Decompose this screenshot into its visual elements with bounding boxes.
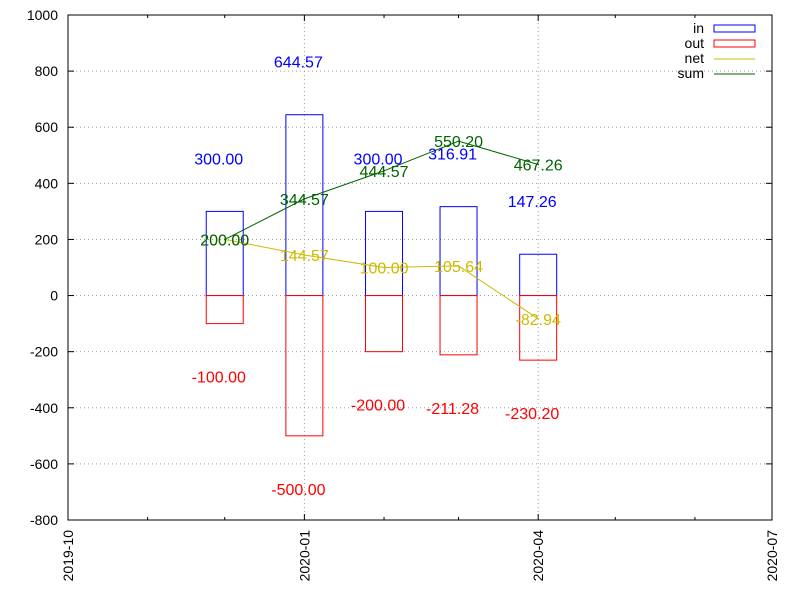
axes: -800 -600 -400 -200 0 200 400 600 800 1000 2019-10… (27, 7, 780, 581)
legend-swatch (713, 39, 756, 48)
data-label-in: 147.26 (508, 194, 557, 211)
legend-label: out (685, 35, 705, 51)
data-label-net: 200.00 (200, 232, 249, 249)
data-label-in: 316.91 (428, 147, 477, 164)
bar-in (519, 253, 558, 297)
data-label-in: 300.00 (194, 151, 243, 168)
point-net (537, 318, 539, 320)
data-label-sum: 344.57 (280, 192, 329, 209)
data-labels: 300.00 -100.00 644.57 -500.00 300.00 -200.00 3… (192, 55, 563, 499)
y-tick-label: 1000 (27, 7, 58, 23)
data-label-net: 100.00 (360, 261, 409, 278)
legend-label: net (685, 50, 705, 66)
x-tick-label: 2019-10 (60, 530, 76, 582)
bar-in (205, 210, 244, 297)
data-label-out: -230.20 (505, 406, 559, 423)
bar-in (365, 210, 404, 297)
point-sum (457, 140, 460, 142)
point-sum (223, 238, 226, 241)
bar-out (365, 295, 404, 353)
y-tick-label: -400 (30, 400, 58, 416)
data-label-out: -211.28 (426, 401, 479, 418)
bar-out (519, 295, 558, 361)
y-tick-label: 400 (35, 175, 59, 191)
legend-label: in (693, 20, 704, 36)
data-label-out: -100.00 (192, 370, 246, 387)
lines (223, 140, 539, 320)
y-tick-label: 600 (35, 119, 59, 135)
data-label-net: 144.57 (280, 248, 329, 265)
bars (205, 114, 558, 437)
point-net (457, 265, 460, 267)
x-tick-label: 2020-01 (296, 530, 312, 582)
y-tick-label: 200 (35, 231, 59, 247)
y-tick-label: 800 (35, 63, 59, 79)
bar-out (285, 295, 324, 437)
bar-in (439, 206, 478, 297)
y-tick-label: 0 (50, 288, 58, 304)
legend-swatch (713, 24, 756, 33)
data-label-sum: 444.57 (360, 164, 409, 181)
plot-border (67, 14, 773, 521)
data-label-sum: 467.26 (514, 157, 563, 174)
data-label-net: -82.94 (516, 312, 561, 329)
grid (68, 15, 773, 520)
data-label-out: -200.00 (351, 398, 405, 415)
x-tick-label: 2020-07 (764, 530, 780, 582)
y-tick-label: -800 (30, 512, 58, 528)
data-label-sum: 200.00 (200, 232, 249, 249)
line-net (224, 238, 539, 320)
data-label-in: 300.00 (354, 151, 403, 168)
point-net (303, 254, 306, 256)
y-tick-label: -600 (30, 456, 58, 472)
y-tick-label: -200 (30, 344, 58, 360)
data-label-net: 105.64 (434, 259, 483, 276)
point-sum (537, 163, 539, 166)
legend-label: sum (678, 65, 704, 81)
point-sum (383, 170, 385, 172)
bar-out (205, 295, 244, 325)
data-label-in: 644.57 (274, 55, 323, 72)
data-label-sum: 550.20 (434, 134, 483, 151)
point-net (383, 266, 385, 269)
point-sum (303, 198, 306, 200)
x-tick-label: 2020-04 (530, 530, 546, 582)
data-label-out: -500.00 (271, 482, 325, 499)
bar-out (439, 295, 478, 356)
